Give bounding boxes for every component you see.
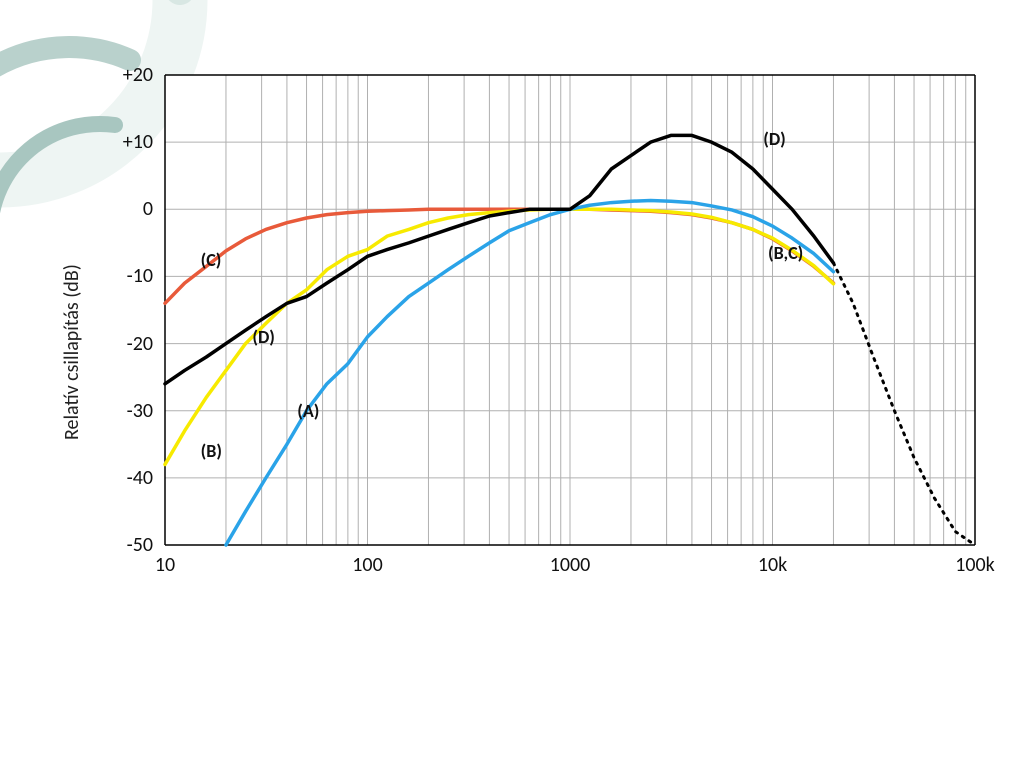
x-tick-label: 100k <box>955 553 995 577</box>
curve-label: (B) <box>201 440 222 462</box>
curve-label: (D) <box>763 128 786 150</box>
y-tick-label: -40 <box>127 466 153 490</box>
curve-label: (A) <box>297 400 319 422</box>
x-tick-label: 1000 <box>550 553 591 577</box>
y-tick-label: -50 <box>127 533 153 557</box>
attenuation-chart: Relatív csillapítás (dB) +20 +10 0 -10 -20 -3… <box>50 60 990 600</box>
curve-label: (B,C) <box>768 242 803 264</box>
y-tick-label: 0 <box>143 197 153 221</box>
x-tick-label: 10k <box>758 553 787 577</box>
curve-label: (D) <box>252 326 275 348</box>
x-tick-label: 10 <box>155 553 175 577</box>
y-tick-label: +20 <box>123 63 153 87</box>
y-tick-label: -20 <box>127 332 153 356</box>
y-tick-label: -10 <box>127 264 153 288</box>
y-tick-label: -30 <box>127 399 153 423</box>
y-tick-label: +10 <box>123 130 153 154</box>
curve-label: (C) <box>201 249 222 271</box>
y-axis-title: Relatív csillapítás (dB) <box>60 264 84 440</box>
chart-plot-area <box>50 60 990 600</box>
x-tick-label: 100 <box>352 553 382 577</box>
